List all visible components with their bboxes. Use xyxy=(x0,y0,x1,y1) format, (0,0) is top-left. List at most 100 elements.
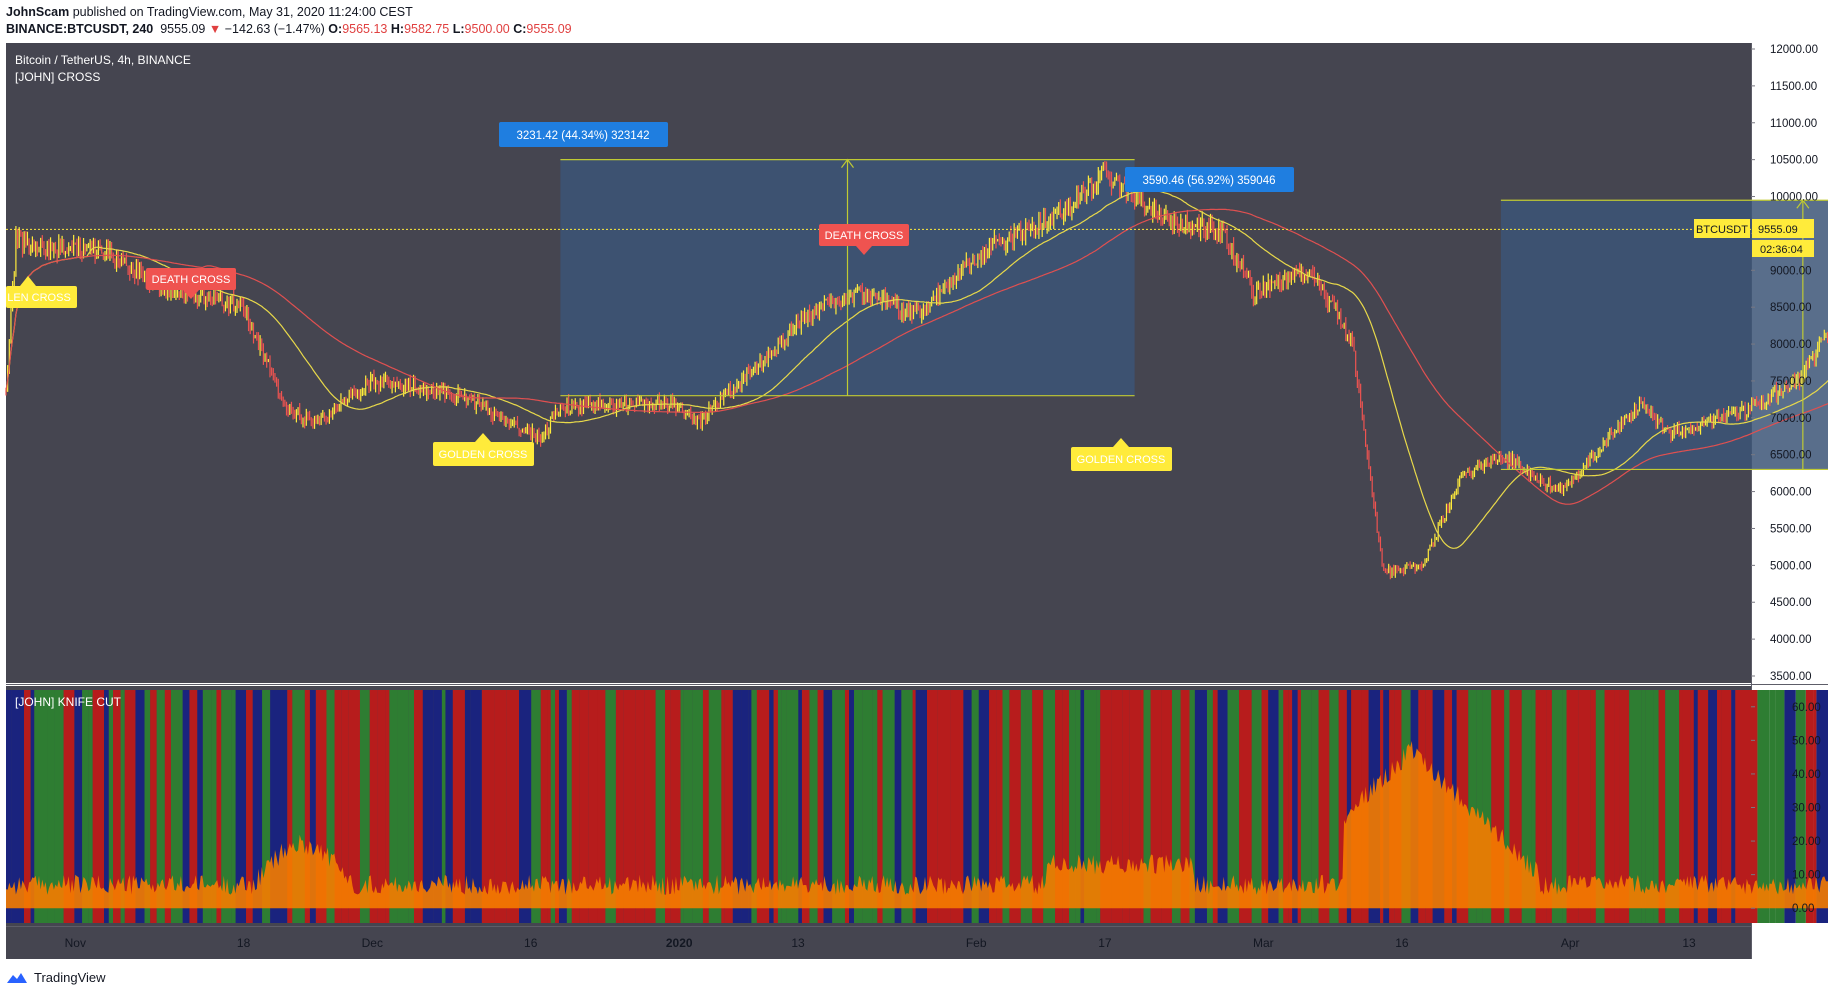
knife-band xyxy=(341,690,349,923)
knife-band xyxy=(270,690,282,923)
knife-band xyxy=(1551,690,1563,923)
knife-band xyxy=(635,690,645,923)
knife-band xyxy=(519,690,532,923)
oscillator-axis-labels[interactable]: 60.00 50.00 40.00 30.00 20.00 10.00 0.00 xyxy=(1751,702,1821,915)
knife-band xyxy=(844,690,850,923)
knife-band xyxy=(1311,690,1319,923)
knife-band xyxy=(1111,690,1123,923)
knife-band xyxy=(262,690,271,923)
measure-label-1[interactable]: 3231.42 (44.34%) 323142 xyxy=(499,122,668,147)
time-tick-label: 18 xyxy=(237,936,251,950)
footer[interactable]: TradingView xyxy=(6,970,106,985)
knife-band xyxy=(34,690,48,923)
time-tick-label: 2020 xyxy=(666,936,693,950)
knife-band xyxy=(433,690,442,923)
time-tick-label: Nov xyxy=(65,936,86,950)
golden-cross-label-2[interactable]: GOLDEN CROSS xyxy=(1071,438,1172,471)
knife-band xyxy=(1690,690,1694,923)
death-cross-label-1[interactable]: DEATH CROSS xyxy=(146,268,236,299)
knife-band xyxy=(189,690,198,923)
knife-band xyxy=(1653,690,1659,923)
knife-band xyxy=(221,690,232,923)
knife-band xyxy=(235,690,247,923)
knife-band xyxy=(1043,690,1056,923)
knife-band xyxy=(494,690,507,923)
knife-band xyxy=(615,690,624,923)
knife-band xyxy=(1578,690,1591,923)
knife-band xyxy=(54,690,64,923)
knife-band xyxy=(1239,690,1252,923)
ma-fast-line xyxy=(5,189,1828,549)
knife-band xyxy=(20,690,25,923)
knife-band xyxy=(1546,690,1552,923)
author-name[interactable]: JohnScam xyxy=(6,5,70,19)
knife-band xyxy=(30,690,35,923)
knife-band xyxy=(108,690,114,923)
knife-band xyxy=(211,690,217,923)
knife-band xyxy=(24,690,31,923)
knife-band xyxy=(389,690,398,923)
knife-band xyxy=(531,690,541,923)
knife-band xyxy=(692,690,703,923)
publish-line: JohnScam published on TradingView.com, M… xyxy=(6,4,572,21)
knife-band xyxy=(309,690,316,923)
countdown-text: 02:36:04 xyxy=(1760,244,1803,256)
knife-band xyxy=(1775,690,1785,923)
knife-band xyxy=(1180,690,1190,923)
knife-band xyxy=(413,690,423,923)
osc-tick-label: 20.00 xyxy=(1792,836,1821,848)
knife-band xyxy=(1665,690,1676,923)
knife-band xyxy=(1283,690,1289,923)
knife-band xyxy=(894,690,902,923)
knife-band xyxy=(1069,690,1076,923)
price-axis-labels[interactable]: 12000.00 11500.00 11000.00 10500.00 10000.00… xyxy=(1751,44,1818,683)
high-label: H: xyxy=(390,22,405,36)
knife-band xyxy=(1693,690,1698,923)
knife-band xyxy=(304,690,310,923)
knife-band xyxy=(1268,690,1279,923)
knife-band xyxy=(252,690,263,923)
knife-band xyxy=(1161,690,1172,923)
price-badge-value-bg xyxy=(1752,219,1814,238)
knife-band xyxy=(47,690,55,923)
measure-label-2[interactable]: 3590.46 (56.92%) 359046 xyxy=(1125,167,1294,192)
price-tick-label: 11000.00 xyxy=(1770,118,1817,130)
osc-tick-label: 30.00 xyxy=(1792,803,1821,815)
knife-band xyxy=(1717,690,1722,923)
knife-band xyxy=(1062,690,1070,923)
knife-band xyxy=(1619,690,1630,923)
knife-band xyxy=(781,690,787,923)
oscillator-title: [JOHN] KNIFE CUT xyxy=(15,695,122,709)
knife-band xyxy=(547,690,551,923)
knife-band xyxy=(566,690,572,923)
knife-band xyxy=(558,690,567,923)
knife-band xyxy=(481,690,495,923)
time-tick-label: Apr xyxy=(1561,936,1580,950)
knife-band xyxy=(1531,690,1536,923)
golden-cross-label-1[interactable]: GOLDEN CROSS xyxy=(433,433,534,466)
knife-band xyxy=(708,690,722,923)
knife-band xyxy=(150,690,157,923)
time-tick-label: 13 xyxy=(1682,936,1696,950)
knife-band xyxy=(1318,690,1330,923)
knife-band xyxy=(1562,690,1567,923)
price-badge[interactable]: BTCUSDT 9555.09 02:36:04 xyxy=(1694,219,1814,257)
footer-brand: TradingView xyxy=(34,970,106,985)
death-cross-label-2[interactable]: DEATH CROSS xyxy=(819,224,909,255)
time-tick-label: Dec xyxy=(362,936,383,950)
knife-band xyxy=(1338,690,1347,923)
knife-band xyxy=(1171,690,1181,923)
close-label: C: xyxy=(513,22,527,36)
knife-band xyxy=(1212,690,1218,923)
knife-band xyxy=(1100,690,1112,923)
knife-band xyxy=(1217,690,1228,923)
knife-band xyxy=(1002,690,1010,923)
knife-band xyxy=(1604,690,1615,923)
price-badge-symbol-bg xyxy=(1694,219,1750,238)
price-badge-symbol: BTCUSDT xyxy=(1696,224,1748,236)
cross-label-partial[interactable]: LEN CROSS xyxy=(6,276,77,308)
time-axis-labels[interactable]: Nov18Dec16202013Feb17Mar16Apr13May18Jun1… xyxy=(65,936,1828,950)
knife-band xyxy=(597,690,606,923)
time-axis[interactable] xyxy=(6,927,1751,959)
